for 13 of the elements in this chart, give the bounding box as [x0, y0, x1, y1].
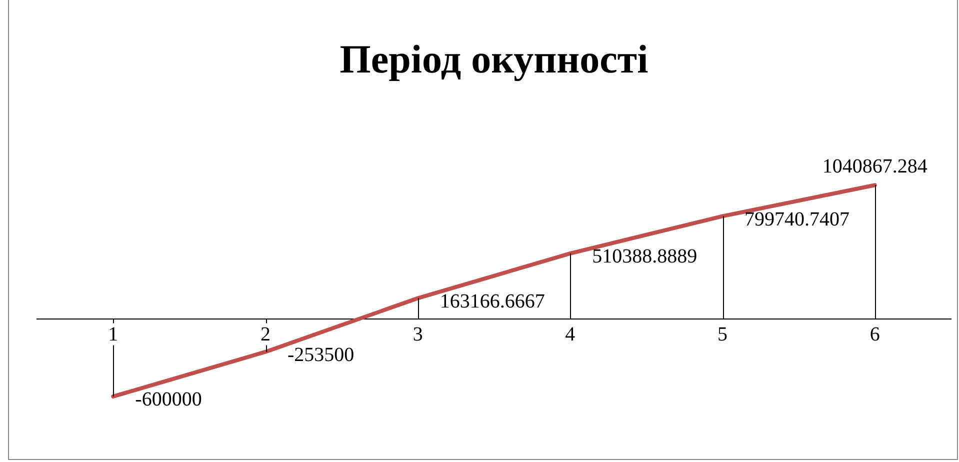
data-label: 799740.7407: [744, 208, 850, 230]
x-tick-label: 6: [870, 323, 880, 346]
x-tick-label: 4: [565, 323, 576, 346]
data-label: 163166.6667: [440, 290, 545, 312]
x-tick-label: 3: [412, 323, 423, 346]
x-tick-label: 1: [108, 323, 118, 346]
data-label: 510388.8889: [592, 246, 698, 268]
chart-title: Період окупності: [340, 36, 648, 82]
x-tick-label: 2: [260, 323, 270, 346]
data-label: -253500: [288, 344, 354, 366]
data-label: -600000: [135, 388, 202, 411]
data-label: 1040867.284: [822, 155, 928, 178]
x-tick-label: 5: [718, 323, 728, 346]
